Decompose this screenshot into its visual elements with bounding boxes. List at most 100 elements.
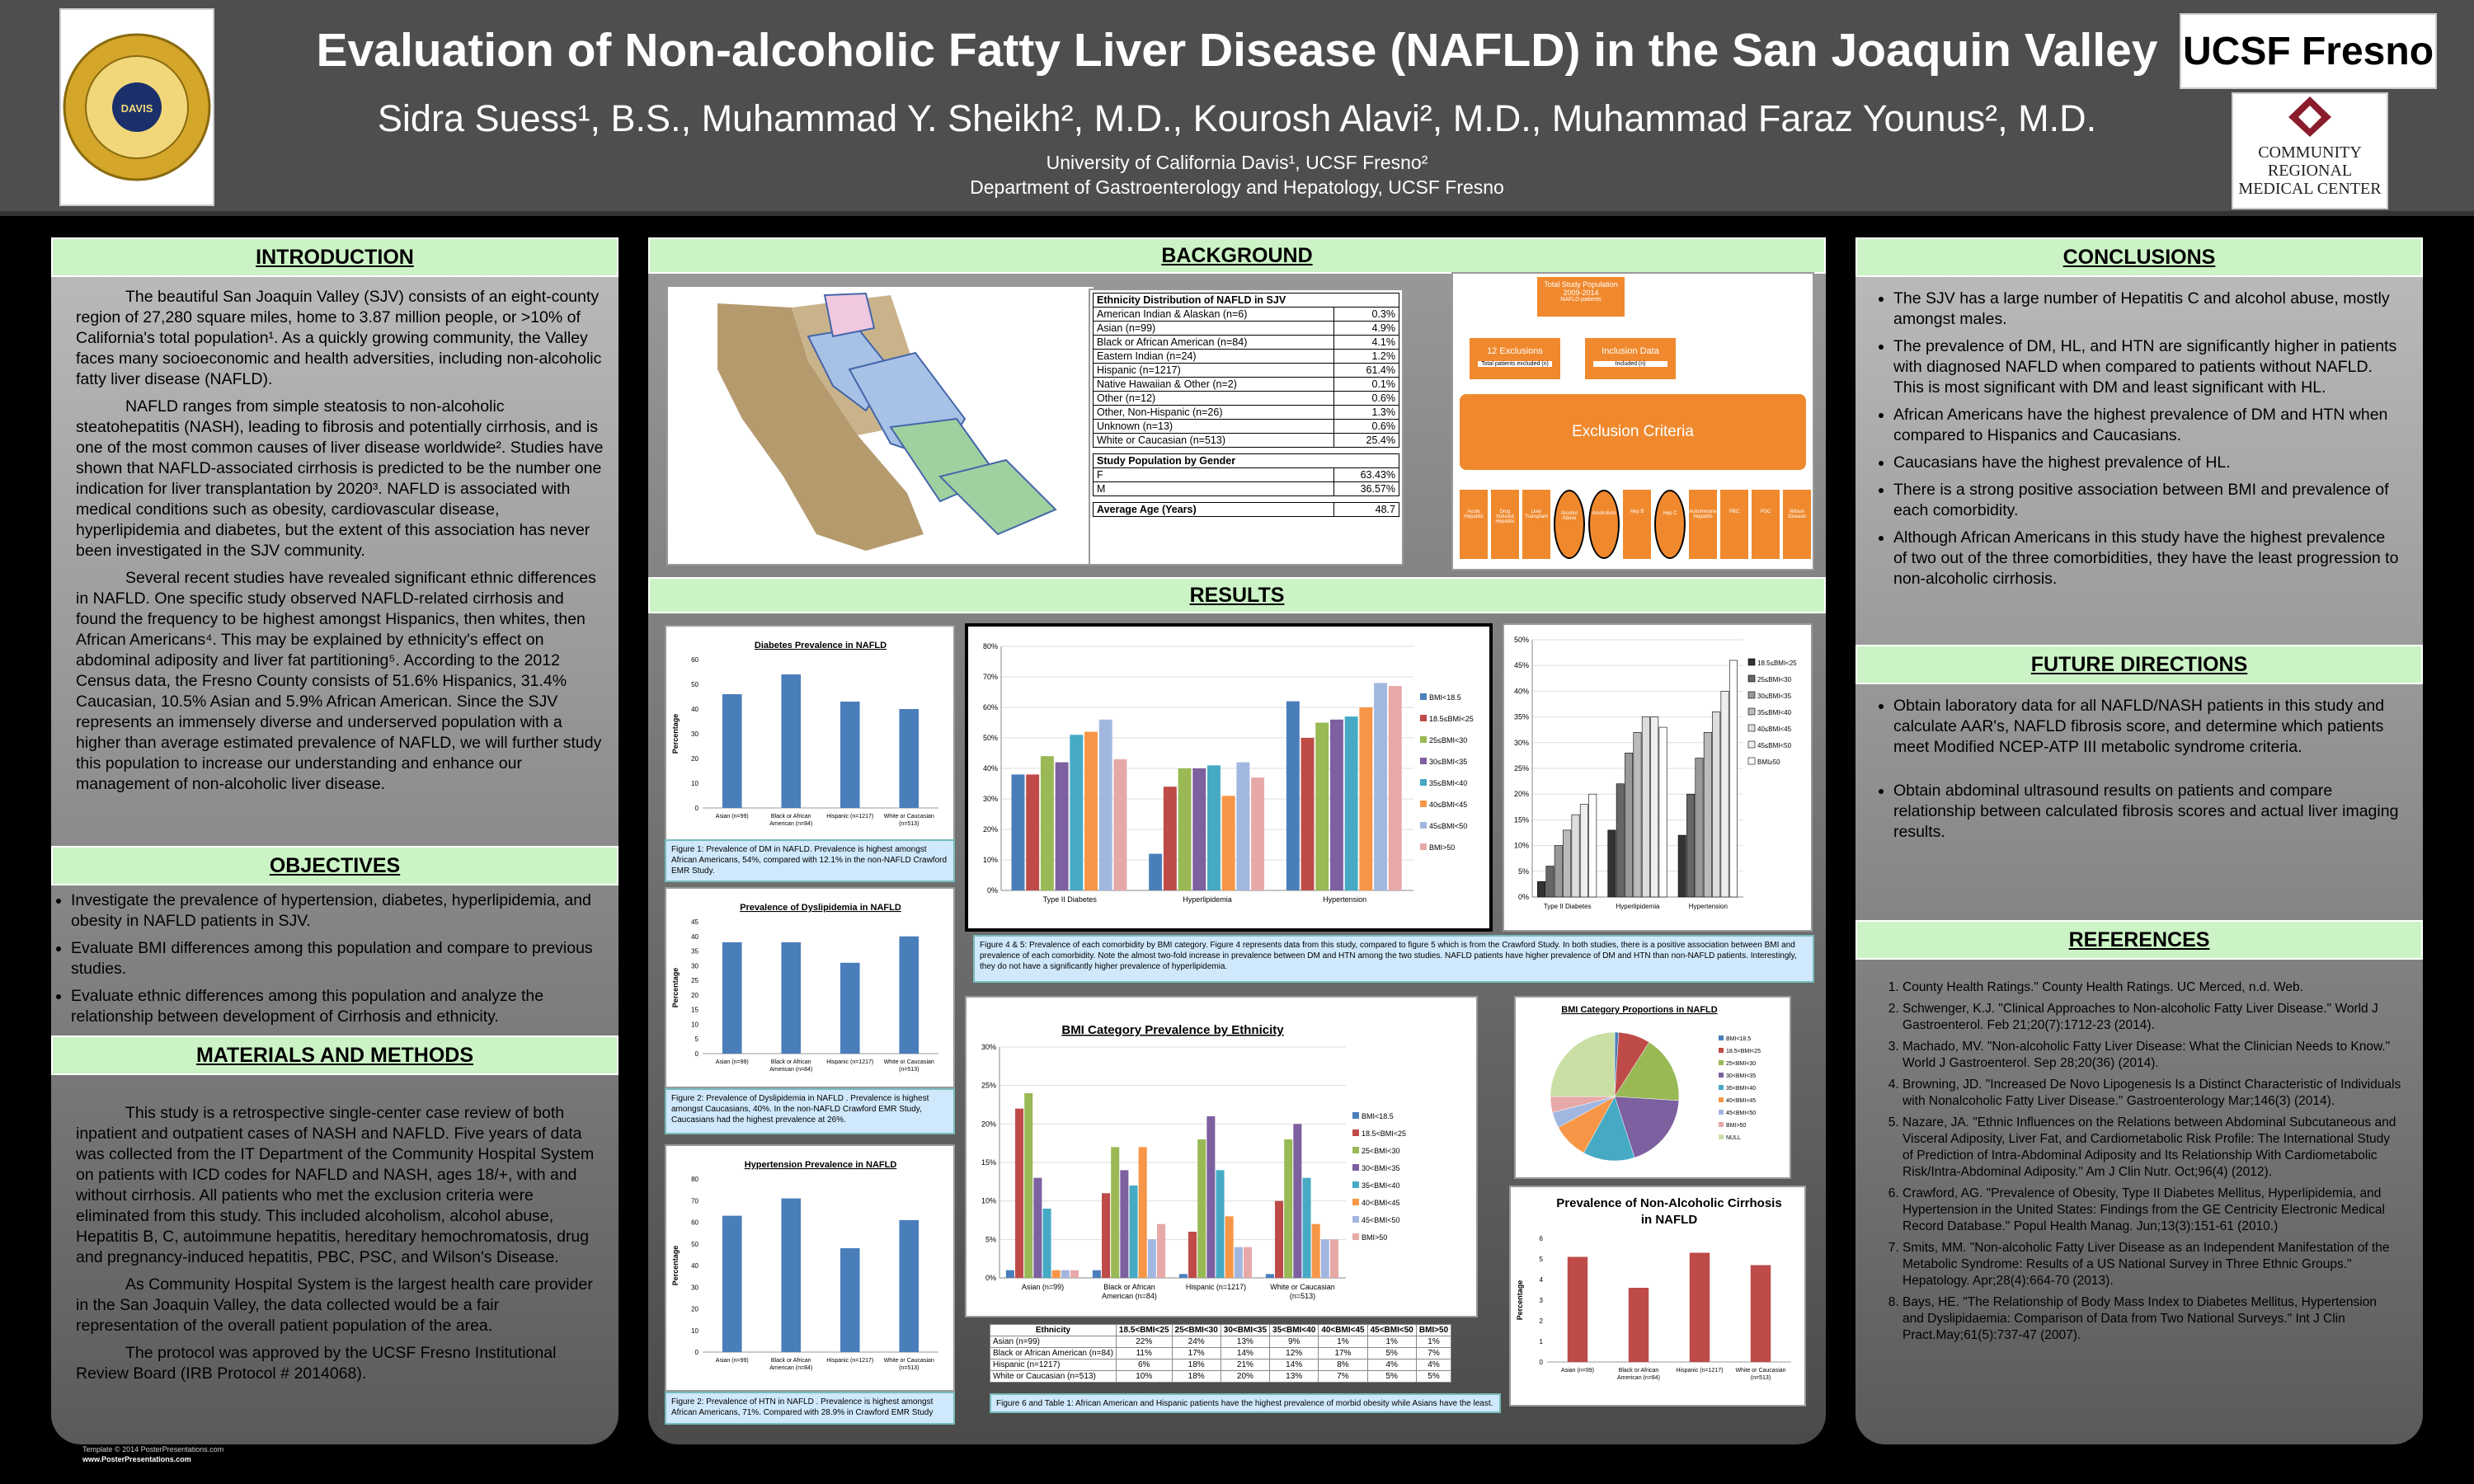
table-cell: American Indian & Alaskan (n=6)	[1092, 307, 1335, 322]
bar	[1216, 1170, 1225, 1278]
x-tick-label: Hispanic (n=1217)	[826, 1358, 873, 1364]
table-cell: 4%	[1366, 1359, 1417, 1371]
y-axis-label: Percentage	[671, 968, 680, 1008]
bmi-comorbidity-chart: 0% 10% 20% 30% 40% 50% 60% 70% 80% Type II Diabet…	[983, 642, 1474, 904]
x-tick-label: Asian (n=99)	[716, 814, 749, 819]
y-tick-label: 0	[695, 1349, 699, 1356]
bar	[1329, 1239, 1339, 1278]
affiliation-1: University of California Davis¹, UCSF Fr…	[1046, 152, 1428, 173]
table-cell: 25.4%	[1333, 433, 1399, 448]
reference-item: Crawford, AG. "Prevalence of Obesity, Ty…	[1903, 1186, 2401, 1235]
bar	[1197, 1139, 1206, 1278]
legend-swatch	[1719, 1122, 1724, 1127]
bar	[1284, 1139, 1293, 1278]
x-tick-label: Hypertension	[1689, 903, 1728, 910]
footer-line-1: Template © 2014 PosterPresentations.com	[82, 1445, 224, 1453]
table-header: 40<BMI<45	[1318, 1324, 1368, 1336]
legend-swatch	[1420, 822, 1427, 829]
table-cell: 14%	[1220, 1347, 1271, 1360]
authors: Sidra Suess¹, B.S., Muhammad Y. Sheikh²,…	[377, 97, 2097, 139]
cirrhosis-panel: Percentage 0 1 2 3 4 5 6 Asian (n=99) Black or Af…	[1509, 1186, 1806, 1407]
legend-swatch	[1352, 1233, 1359, 1240]
y-tick-label: 20	[691, 755, 698, 763]
y-tick-label: 20%	[1514, 790, 1529, 798]
y-tick-label: 20	[691, 1306, 698, 1313]
y-tick-label: 5	[1540, 1256, 1544, 1263]
y-tick-label: 35%	[1514, 713, 1529, 721]
table-header: 18.5<BMI<25	[1115, 1324, 1173, 1336]
bar	[1388, 686, 1402, 890]
table-cell: 14%	[1269, 1359, 1319, 1371]
x-tick-label: (n=513)	[899, 821, 919, 827]
table-cell: 20%	[1220, 1370, 1271, 1383]
bar	[1658, 726, 1667, 898]
bar	[1265, 1274, 1274, 1278]
legend-label: BMI>50	[1726, 1123, 1746, 1129]
table-cell: Black or African American (n=84)	[990, 1347, 1117, 1360]
chart-title-line: in NAFLD	[1641, 1213, 1697, 1227]
y-tick-label: 70%	[983, 673, 998, 681]
reference-item: Nazare, JA. "Ethnic Influences on the Re…	[1903, 1115, 2401, 1181]
table-row: Asian (n=99) 4.9%	[1092, 321, 1399, 336]
table-header: 45<BMI<50	[1366, 1324, 1417, 1336]
table-cell: 7%	[1415, 1347, 1452, 1360]
legend-label: 18.5<BMI<25	[1726, 1049, 1761, 1054]
footer-note: Template © 2014 PosterPresentations.com …	[82, 1444, 223, 1464]
x-tick-label: Asian (n=99)	[1561, 1368, 1594, 1374]
y-tick-label: 1	[1540, 1338, 1544, 1345]
table-cell: 9%	[1269, 1336, 1319, 1348]
community-regional-text: COMMUNITY REGIONAL MEDICAL CENTER	[2238, 143, 2382, 198]
intro-text: The beautiful San Joaquin Valley (SJV) c…	[76, 287, 604, 801]
legend-label: BMI<18.5	[1429, 693, 1461, 702]
bar	[1051, 1270, 1061, 1278]
y-tick-label: 25%	[1514, 764, 1529, 773]
bar	[1616, 783, 1625, 898]
diabetes-chart: Diabetes Prevalence in NAFLD Percentage 0 1…	[671, 641, 938, 827]
y-tick-label: 30%	[1514, 739, 1529, 747]
y-tick-label: 40%	[1514, 687, 1529, 695]
bar	[1311, 1223, 1320, 1278]
table-header: 30<BMI<35	[1220, 1324, 1271, 1336]
flow-top-box: Total Study Population 2009-2014 NAFLD p…	[1537, 277, 1625, 317]
legend-swatch	[1352, 1181, 1359, 1188]
y-tick-label: 15%	[1514, 815, 1529, 824]
legend-label: 30<BMI<35	[1726, 1073, 1756, 1079]
intro-p2: NAFLD ranges from simple steatosis to no…	[76, 397, 604, 560]
methods-heading: MATERIALS AND METHODS	[51, 1036, 618, 1075]
table-row: M 36.57%	[1092, 481, 1399, 496]
table-cell: Other, Non-Hispanic (n=26)	[1092, 405, 1335, 420]
y-tick-label: 5%	[1518, 867, 1529, 876]
table-cell: 13%	[1220, 1336, 1271, 1348]
table-cell: 11%	[1115, 1347, 1173, 1360]
exclusion-items: Acute Hepatitis Drug Induced Hepatitis L…	[1460, 490, 1811, 559]
bar	[1275, 1200, 1284, 1278]
x-tick-label: Hispanic (n=1217)	[826, 814, 873, 819]
y-tick-label: 80	[691, 1176, 698, 1183]
flow-right-label: Inclusion Data	[1602, 346, 1659, 356]
bar	[1650, 716, 1659, 898]
y-tick-label: 10	[691, 780, 698, 787]
y-tick-label: 0%	[985, 1274, 996, 1282]
table-row: American Indian & Alaskan (n=6) 0.3%	[1092, 307, 1399, 322]
exclusion-item: Alcohol Abuse	[1554, 490, 1585, 559]
x-tick-label: White or Caucasian	[884, 1358, 934, 1364]
methods-text: This study is a retrospective single-cen…	[76, 1103, 604, 1391]
ethnicity-table-panel: Ethnicity Distribution of NAFLD in SJV A…	[1089, 289, 1404, 566]
table-cell: 18%	[1171, 1370, 1221, 1383]
pie-panel: BMI Category Proportions in NAFLD BMI<18.…	[1514, 996, 1791, 1179]
flow-right-box: Inclusion Data Included (n)	[1585, 338, 1676, 379]
bar	[1113, 758, 1127, 890]
table-row: White or Caucasian (n=513) 10% 18% 20% 13% 7%…	[990, 1370, 1452, 1383]
y-axis-label: Percentage	[671, 1246, 680, 1286]
y-tick-label: 40	[691, 933, 698, 941]
bar	[1026, 774, 1040, 890]
bar	[840, 962, 860, 1054]
flowchart-panel: Total Study Population 2009-2014 NAFLD p…	[1451, 272, 1814, 571]
uc-davis-seal: DAVIS	[59, 8, 214, 206]
bar	[1729, 660, 1738, 898]
x-tick-label: Black or African	[771, 1358, 811, 1364]
cirrhosis-chart: Percentage 0 1 2 3 4 5 6 Asian (n=99) Black or Af…	[1516, 1196, 1791, 1381]
fig2-caption: Figure 2: Prevalence of Dyslipidemia in …	[665, 1088, 955, 1134]
x-tick-label: Asian (n=99)	[716, 1358, 749, 1364]
table-row: Other, Non-Hispanic (n=26) 1.3%	[1092, 405, 1399, 420]
